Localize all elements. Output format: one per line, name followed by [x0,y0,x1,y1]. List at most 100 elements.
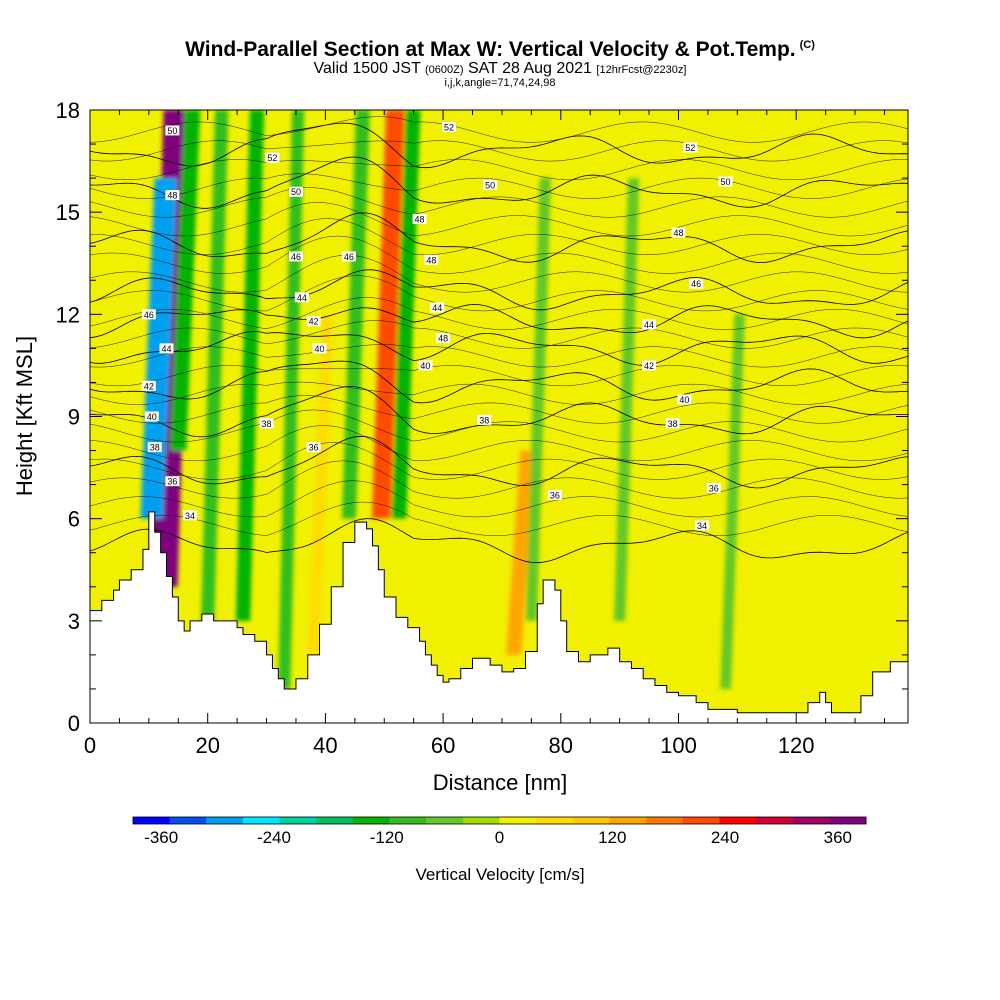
theta-contour-minor [90,442,908,480]
theta-contour-minor [90,344,908,368]
colorbar-label: Vertical Velocity [cm/s] [415,865,584,884]
contour-label: 36 [309,443,319,453]
colorbar-swatch [829,817,867,824]
velocity-feature-6 [308,314,334,655]
colorbar-swatch [426,817,464,824]
contour-label: 46 [691,279,701,289]
contour-label: 40 [420,361,430,371]
chart-title: Wind-Parallel Section at Max W: Vertical… [185,38,815,61]
y-tick-label: 6 [68,507,80,532]
contour-label-bg [430,302,445,313]
contour-labels: 50 52 50 48 46 44 42 40 46 52 48 48 44 48 40 38 50 36 52 50… [141,122,733,531]
colorbar-swatch [169,817,207,824]
contour-label: 40 [315,344,325,354]
theta-contour-minor [90,202,908,237]
contour-label-bg [288,186,303,197]
colorbar-swatch [499,817,537,824]
theta-contour-38 [90,385,908,438]
x-tick-label: 40 [313,733,337,758]
colorbar-swatch [646,817,684,824]
contour-label-bg [288,251,303,262]
contour-label-bg [341,251,356,262]
contour-label: 48 [438,334,448,344]
colorbar-tick-label: -120 [370,828,404,847]
colorbar-swatch [316,817,354,824]
contour-label-bg [265,152,280,163]
x-tick-label: 0 [84,733,96,758]
colorbar-tick-label: -240 [257,828,291,847]
colorbar: -360 -240 -120 0 120 240 360 [132,816,867,847]
y-axis-label: Height [Kft MSL] [12,336,37,496]
contour-label: 42 [309,317,319,327]
colorbar-tick-label: 360 [824,828,852,847]
theta-contour-36 [90,435,908,489]
colorbar-tick-label: 120 [598,828,626,847]
contour-label: 38 [262,419,272,429]
contour-label: 48 [673,228,683,238]
copyright-mark: (C) [799,39,815,51]
y-tick-label: 15 [56,200,80,225]
velocity-feature-13 [720,314,745,689]
velocity-feature-7 [342,110,370,519]
velocity-feature-2 [170,110,201,451]
valid-utc: (0600Z) [425,64,464,76]
theta-contour-minor [90,173,908,199]
contour-label: 46 [144,310,154,320]
contour-label: 38 [150,443,160,453]
contour-label-bg [412,213,427,224]
contour-label: 36 [550,490,560,500]
velocity-feature-3 [201,110,229,621]
contour-label-bg [718,176,733,187]
contour-label: 52 [444,123,454,133]
colorbar-frame [132,816,867,825]
x-tick-label: 120 [778,733,815,758]
contour-label-bg [683,142,698,153]
contour-label-bg [665,418,680,429]
x-tick-label: 60 [431,733,455,758]
velocity-feature-11 [525,178,551,621]
contour-label: 48 [167,191,177,201]
contour-label-bg [547,489,562,500]
theta-contour-minor [90,425,908,462]
contour-label: 50 [721,177,731,187]
contour-label-bg [677,394,692,405]
contour-label: 52 [685,143,695,153]
theta-contour-minor [90,381,908,405]
contour-label: 44 [432,303,442,313]
contour-label-bg [689,278,704,289]
contour-label-bg [306,316,321,327]
colorbar-swatch [206,817,244,824]
theta-contour-50 [90,156,908,209]
contour-label: 44 [161,344,171,354]
y-tick-label: 9 [68,405,80,430]
colorbar-swatch [682,817,720,824]
contour-label-bg [306,442,321,453]
contour-label-bg [159,343,174,354]
contour-label: 50 [291,187,301,197]
theta-contour-minor [90,395,908,424]
velocity-feature-4 [235,110,265,621]
contour-label: 48 [426,255,436,265]
theta-contours [90,116,908,564]
colorbar-swatch [462,817,500,824]
colorbar-swatch [242,817,281,824]
contour-label-bg [441,122,456,133]
velocity-feature-10 [506,450,536,655]
contour-label-bg [695,520,710,531]
colorbar-swatch [279,817,317,824]
colorbar-swatch [792,817,830,824]
contour-label: 34 [185,511,195,521]
contour-label-bg [424,254,439,265]
contour-label: 44 [644,320,654,330]
y-tick-label: 3 [68,609,80,634]
colorbar-tick-label: -360 [144,828,178,847]
colorbar-swatch [609,817,647,824]
contour-label: 50 [167,126,177,136]
theta-contour-minor [90,320,908,349]
chart-subtitle: Valid 1500 JST (0600Z) SAT 28 Aug 2021 [… [313,60,687,77]
contour-label-bg [259,418,274,429]
contour-label: 48 [415,214,425,224]
theta-contour-minor [90,159,908,181]
y-tick-label: 18 [56,98,80,123]
